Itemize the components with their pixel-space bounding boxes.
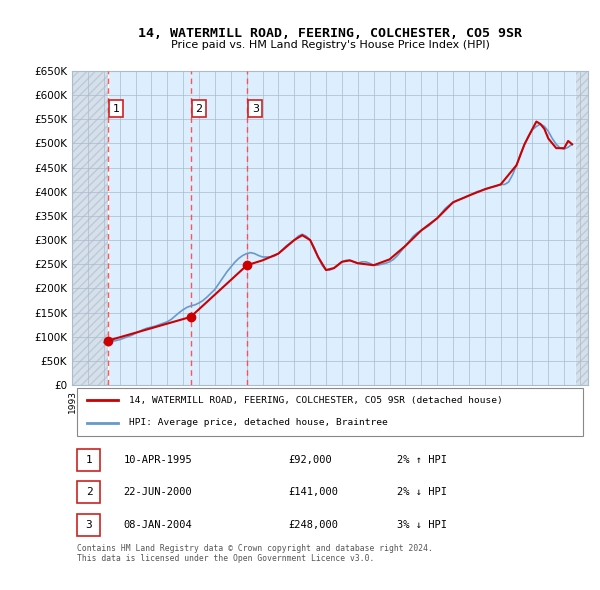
Text: £92,000: £92,000	[289, 455, 332, 465]
Text: 2: 2	[196, 103, 202, 113]
Bar	[72, 71, 108, 385]
FancyBboxPatch shape	[77, 449, 100, 471]
Text: 22-JUN-2000: 22-JUN-2000	[124, 487, 193, 497]
Text: 2% ↑ HPI: 2% ↑ HPI	[397, 455, 447, 465]
Text: Price paid vs. HM Land Registry's House Price Index (HPI): Price paid vs. HM Land Registry's House …	[170, 40, 490, 50]
Text: £141,000: £141,000	[289, 487, 339, 497]
Text: 08-JAN-2004: 08-JAN-2004	[124, 520, 193, 530]
Text: Contains HM Land Registry data © Crown copyright and database right 2024.
This d: Contains HM Land Registry data © Crown c…	[77, 544, 433, 563]
Text: 14, WATERMILL ROAD, FEERING, COLCHESTER, CO5 9SR (detached house): 14, WATERMILL ROAD, FEERING, COLCHESTER,…	[129, 396, 503, 405]
Text: 1: 1	[113, 103, 120, 113]
FancyBboxPatch shape	[77, 514, 100, 536]
Text: 3: 3	[252, 103, 259, 113]
FancyBboxPatch shape	[77, 388, 583, 437]
Bar	[72, 71, 108, 385]
Text: 3: 3	[86, 520, 92, 530]
FancyBboxPatch shape	[77, 481, 100, 503]
Text: HPI: Average price, detached house, Braintree: HPI: Average price, detached house, Brai…	[129, 418, 388, 427]
Text: 2% ↓ HPI: 2% ↓ HPI	[397, 487, 447, 497]
Bar	[576, 71, 588, 385]
Text: 3% ↓ HPI: 3% ↓ HPI	[397, 520, 447, 530]
Text: 14, WATERMILL ROAD, FEERING, COLCHESTER, CO5 9SR: 14, WATERMILL ROAD, FEERING, COLCHESTER,…	[138, 27, 522, 40]
Text: 10-APR-1995: 10-APR-1995	[124, 455, 193, 465]
Text: 1: 1	[86, 455, 92, 465]
Text: 2: 2	[86, 487, 92, 497]
Text: £248,000: £248,000	[289, 520, 339, 530]
